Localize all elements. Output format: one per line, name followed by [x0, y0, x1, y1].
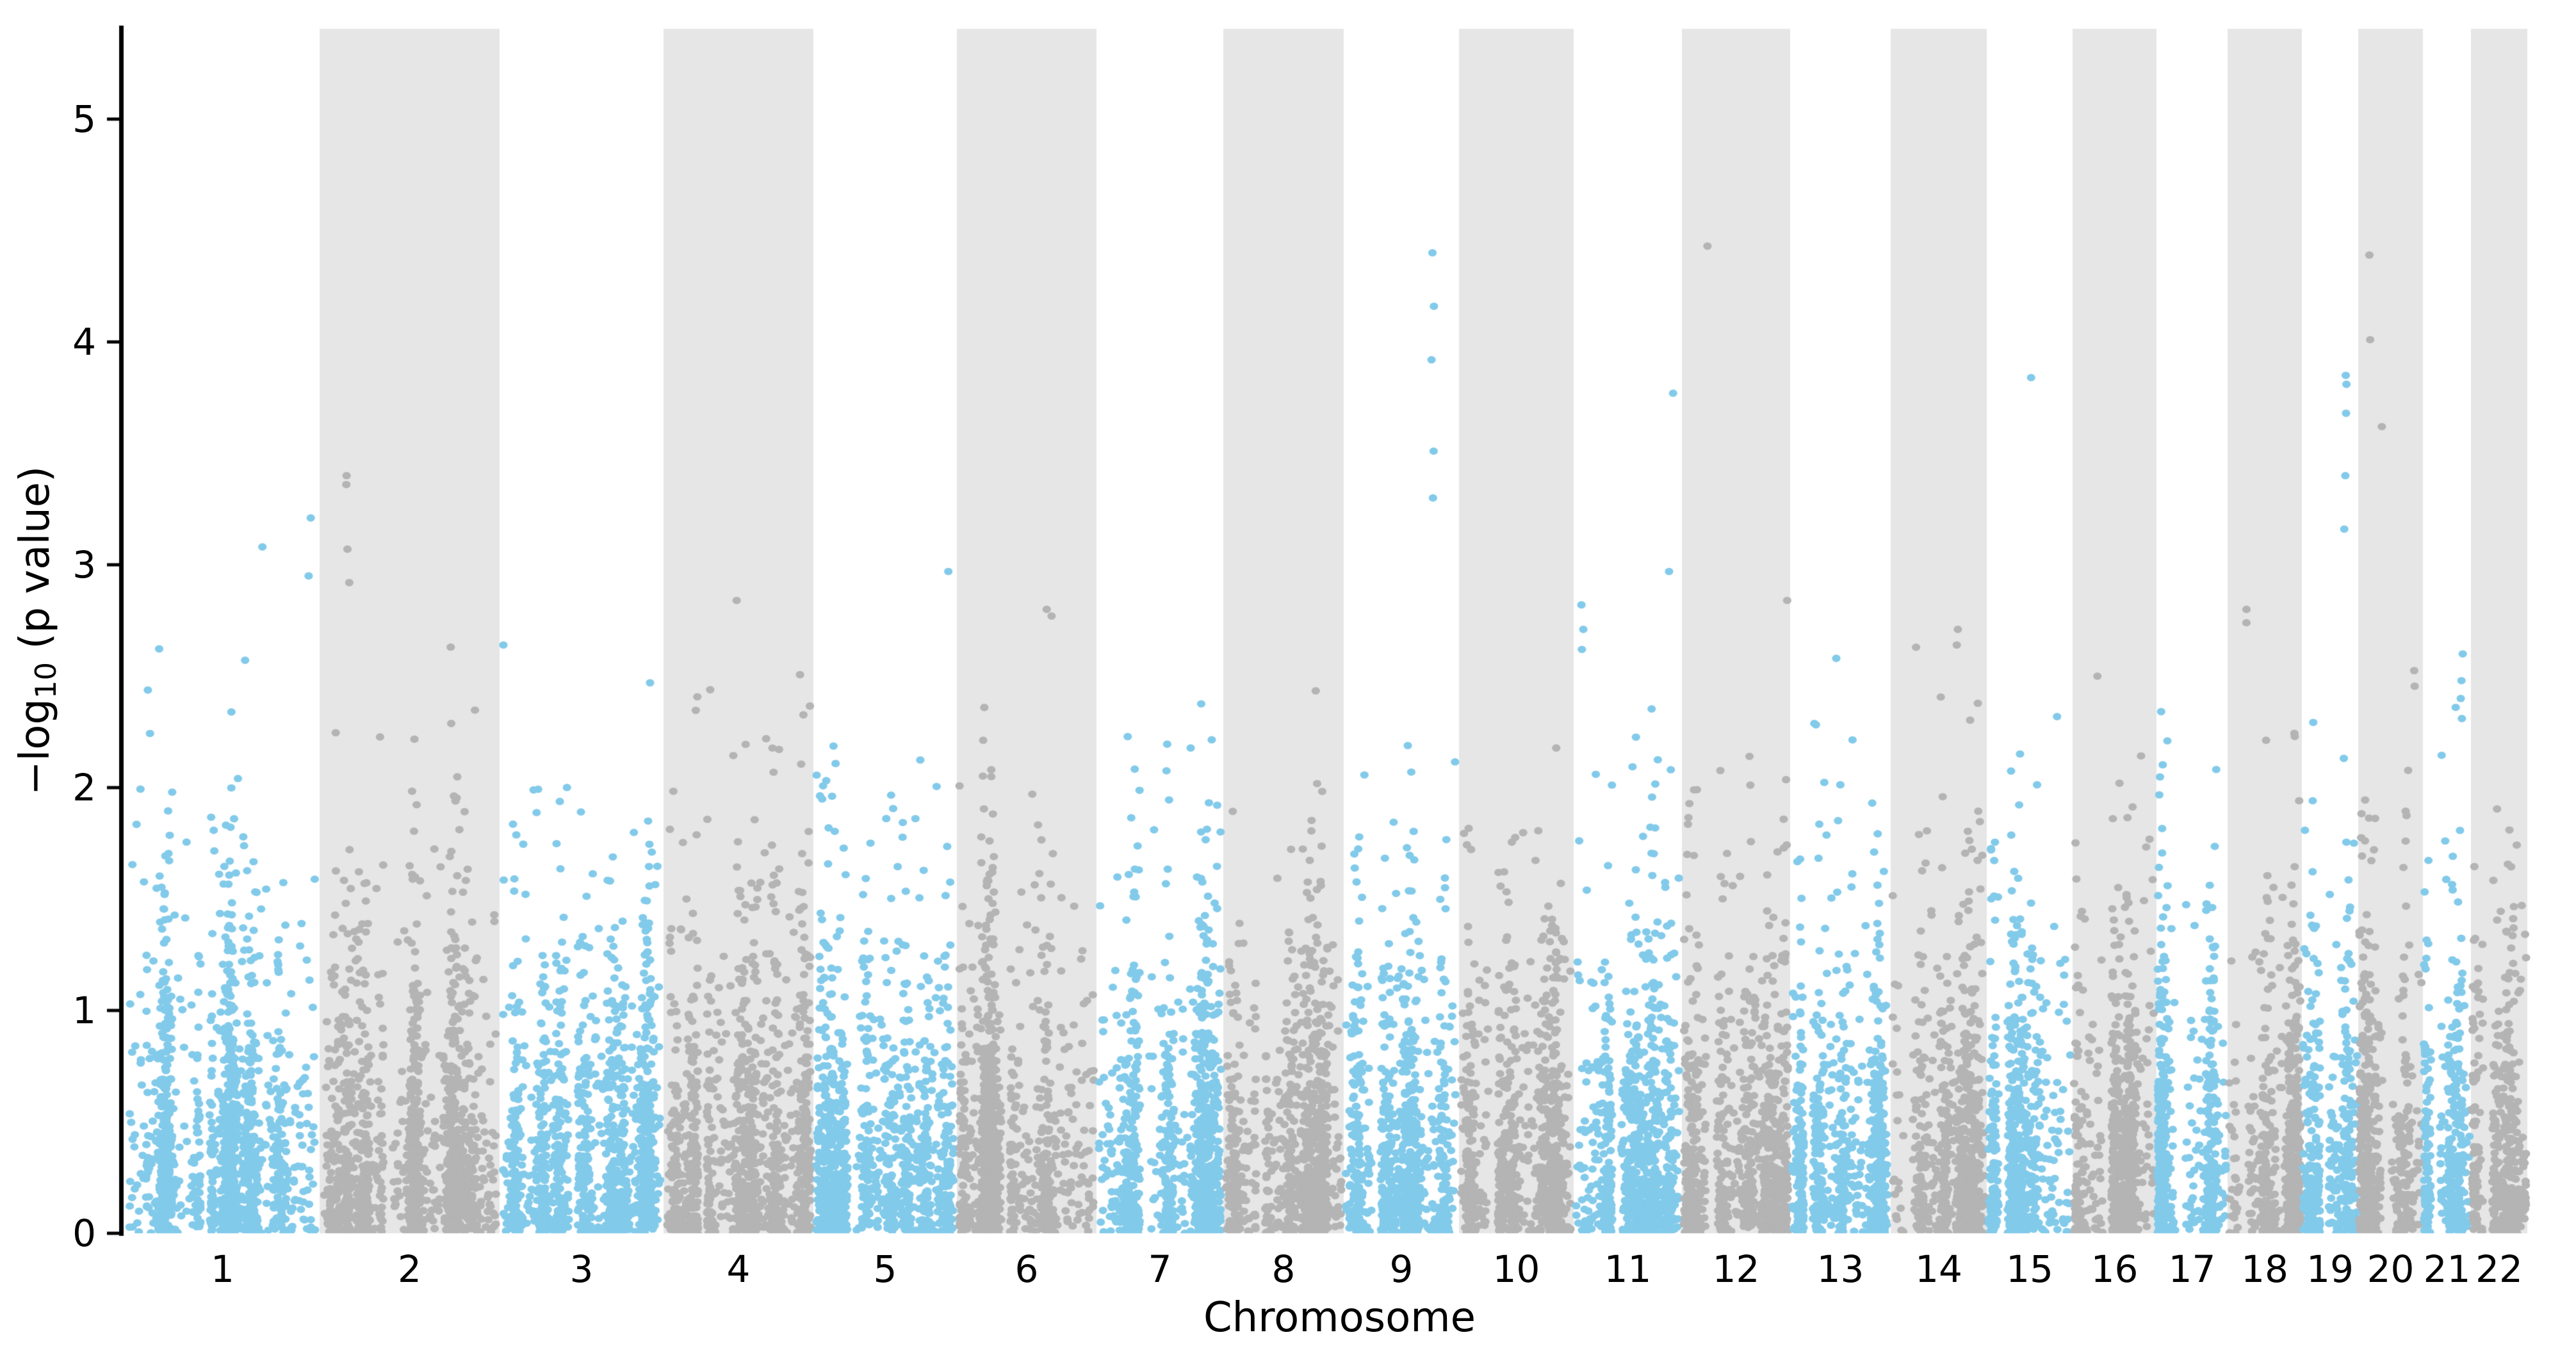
y-axis-title-subscript: 10 — [29, 661, 63, 699]
x-axis-title: Chromosome — [1203, 1294, 1476, 1342]
x-tick-label-chr6: 6 — [1015, 1247, 1039, 1291]
x-tick-label-chr5: 5 — [873, 1247, 897, 1291]
x-tick-label-chr11: 11 — [1604, 1247, 1652, 1291]
x-tick-label-chr19: 19 — [2306, 1247, 2354, 1291]
x-tick-label-chr14: 14 — [1915, 1247, 1962, 1291]
x-tick-label-chr18: 18 — [2241, 1247, 2288, 1291]
x-tick-label-chr16: 16 — [2091, 1247, 2139, 1291]
y-tick-label-1: 1 — [72, 989, 96, 1032]
x-tick-label-chr1: 1 — [211, 1247, 234, 1291]
y-tick-label-2: 2 — [72, 766, 96, 809]
y-tick-label-4: 4 — [72, 320, 96, 364]
x-tick-label-chr17: 17 — [2168, 1247, 2216, 1291]
y-tick-label-3: 3 — [72, 543, 96, 587]
x-tick-label-chr3: 3 — [569, 1247, 594, 1291]
y-tick-label-5: 5 — [72, 97, 96, 141]
x-tick-label-chr21: 21 — [2423, 1247, 2471, 1291]
x-tick-label-chr22: 22 — [2475, 1247, 2523, 1291]
x-tick-label-chr13: 13 — [1816, 1247, 1864, 1291]
y-tick-label-0: 0 — [72, 1212, 96, 1255]
x-tick-label-chr20: 20 — [2367, 1247, 2415, 1291]
x-tick-label-chr7: 7 — [1148, 1247, 1172, 1291]
x-tick-label-chr8: 8 — [1271, 1247, 1296, 1291]
x-tick-label-chr12: 12 — [1712, 1247, 1760, 1291]
x-tick-label-chr4: 4 — [726, 1247, 751, 1291]
x-tick-label-chr10: 10 — [1492, 1247, 1540, 1291]
x-tick-label-chr9: 9 — [1389, 1247, 1414, 1291]
x-tick-label-chr2: 2 — [398, 1247, 421, 1291]
y-axis-title: −log10 (p value) — [12, 466, 63, 795]
x-tick-label-chr15: 15 — [2006, 1247, 2053, 1291]
